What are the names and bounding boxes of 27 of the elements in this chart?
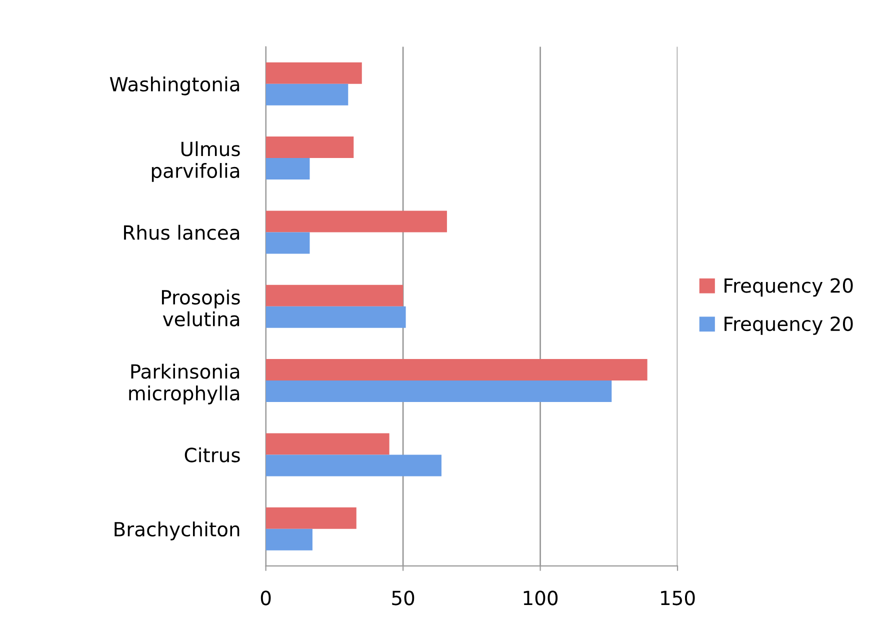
x-tick-label: 150 bbox=[661, 590, 695, 606]
bar bbox=[266, 84, 348, 106]
bar bbox=[266, 507, 356, 529]
bar bbox=[266, 306, 406, 328]
y-tick-label: Citrus bbox=[184, 447, 240, 462]
y-tick-label: Brachychiton bbox=[114, 521, 240, 540]
legend-label: Frequency 20 bbox=[724, 316, 853, 335]
y-tick-label: Parkinsonia microphylla bbox=[129, 364, 240, 404]
bar bbox=[266, 284, 404, 306]
bar bbox=[266, 433, 390, 455]
bar bbox=[266, 158, 310, 180]
bar bbox=[266, 454, 442, 476]
y-tick-label: Washingtonia bbox=[110, 76, 240, 96]
bar bbox=[266, 380, 612, 402]
x-tick-label: 50 bbox=[392, 590, 414, 606]
x-tick-label: 100 bbox=[524, 590, 558, 606]
legend-label: Frequency 20 bbox=[724, 278, 853, 297]
bar bbox=[266, 136, 354, 158]
y-tick-label: Rhus lancea bbox=[124, 224, 240, 240]
bar bbox=[266, 62, 362, 84]
x-tick-label: 0 bbox=[260, 590, 271, 606]
y-tick-label: Ulmus parvifolia bbox=[152, 141, 240, 182]
bar bbox=[266, 232, 310, 254]
bar bbox=[266, 210, 447, 232]
y-tick-label: Prosopis velutina bbox=[162, 290, 240, 326]
bar bbox=[266, 359, 648, 381]
bar bbox=[266, 528, 312, 550]
